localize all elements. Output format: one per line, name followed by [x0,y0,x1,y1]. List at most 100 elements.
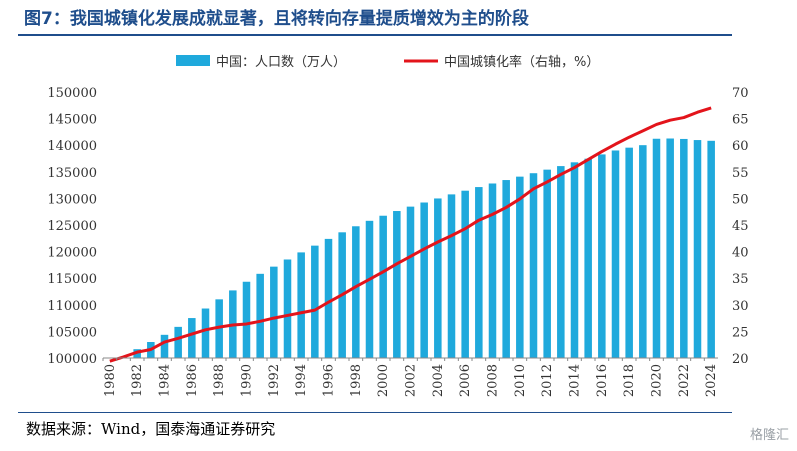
x-tick-label: 2002 [404,364,419,397]
population-bar [352,226,360,358]
x-tick-label: 2016 [595,364,610,397]
population-bar [570,162,579,358]
population-bar [188,318,196,358]
right-axis-tick-label: 45 [732,219,749,234]
watermark-logo: 格隆汇 [749,428,789,443]
population-bar [488,183,497,358]
population-bar [693,140,702,358]
population-bar [475,187,483,358]
x-tick-label: 2022 [677,364,692,397]
left-axis-tick-label: 150000 [47,86,97,101]
population-bar [365,220,374,358]
population-bar [584,158,592,358]
left-axis-tick-label: 125000 [47,219,97,234]
right-axis-tick-label: 20 [732,352,749,367]
left-axis-tick-label: 135000 [47,166,97,181]
x-tick-label: 1984 [158,364,173,397]
x-tick-label: 1994 [294,364,309,397]
x-tick-label: 2000 [376,364,391,397]
chart: 中国：人口数（万人） 中国城镇化率（右轴，%） 100000 105000 1100… [47,54,749,397]
population-bar [652,138,661,358]
right-axis-ticks: 20 25 30 35 40 45 50 55 60 65 70 [732,86,749,367]
population-bar [598,154,606,358]
left-axis-tick-label: 145000 [47,113,97,128]
urbanization-line-group [109,106,712,363]
bottom-divider [18,412,732,413]
population-bar [557,166,565,358]
x-tick-label: 2004 [431,364,446,397]
x-tick-label: 2018 [622,364,637,397]
x-tick-label: 2012 [540,364,555,397]
x-axis-ticks: 1980 1982 1984 1986 1988 1990 1992 1994 1996 1998… [103,364,719,397]
left-axis-tick-label: 115000 [47,272,97,287]
left-axis-tick-label: 140000 [47,139,97,154]
right-axis-tick-label: 30 [732,299,749,314]
x-tick-label: 2024 [704,364,719,397]
left-axis-tick-label: 110000 [47,299,97,314]
population-bar [379,215,387,358]
population-bar [270,266,278,358]
population-bar [174,326,182,358]
population-bar [461,190,469,358]
x-tick-label: 2006 [458,364,473,397]
population-bar [639,145,647,358]
x-tick-label: 1982 [130,364,145,397]
population-bar [160,334,169,358]
population-bar [420,202,428,358]
left-axis-tick-label: 120000 [47,246,97,261]
left-axis-tick-label: 100000 [47,352,97,367]
x-tick-label: 1990 [240,364,255,397]
left-axis-tick-label: 105000 [47,325,97,340]
population-bar [215,299,223,358]
population-bar [625,147,633,358]
population-bar [311,245,319,358]
population-bar [406,206,415,358]
right-axis-tick-label: 60 [732,139,749,154]
population-bar [502,180,510,358]
x-tick-label: 1992 [267,364,282,397]
population-bar [447,194,456,358]
x-tick-label: 1980 [103,364,118,397]
right-axis-tick-label: 35 [732,272,749,287]
population-bar [543,169,551,358]
x-tick-label: 1986 [185,364,200,397]
legend-label-urbanization: 中国城镇化率（右轴，%） [444,54,599,70]
population-bar [283,259,292,358]
x-tick-label: 2020 [650,364,665,397]
chart-title: 图7：我国城镇化发展成就显著，且将转向存量提质增效为主的阶段 [24,9,529,29]
population-bar [201,308,210,358]
population-bar [242,281,251,358]
x-tick-label: 1996 [322,364,337,397]
title-divider [18,34,732,36]
population-bar [707,140,715,358]
population-bar [611,150,620,358]
x-tick-label: 1998 [349,364,364,397]
left-axis-tick-label: 130000 [47,192,97,207]
right-axis-tick-label: 55 [732,166,749,181]
population-bar [297,252,305,358]
x-tick-label: 2008 [486,364,501,397]
population-bar [516,176,524,358]
population-bar [529,173,538,358]
source-note: 数据来源：Wind，国泰海通证券研究 [26,420,276,438]
right-axis-tick-label: 25 [732,325,749,340]
population-bar [393,211,401,358]
population-bars [119,138,715,358]
population-bar [256,273,264,358]
axes [102,357,718,361]
population-bar [324,238,333,358]
x-tick-label: 2014 [568,364,583,397]
population-bar [434,198,442,358]
population-bar [680,138,688,358]
right-axis-tick-label: 40 [732,246,749,261]
population-bar [666,138,674,358]
x-tick-label: 2010 [513,364,528,397]
legend: 中国：人口数（万人） 中国城镇化率（右轴，%） [176,54,599,70]
x-tick-label: 1988 [212,364,227,397]
legend-label-population: 中国：人口数（万人） [216,55,346,70]
legend-swatch-population [176,55,210,66]
left-axis-ticks: 100000 105000 110000 115000 120000 125000 1300… [47,86,97,367]
right-axis-tick-label: 50 [732,192,749,207]
right-axis-tick-label: 65 [732,113,749,128]
right-axis-tick-label: 70 [732,86,749,101]
